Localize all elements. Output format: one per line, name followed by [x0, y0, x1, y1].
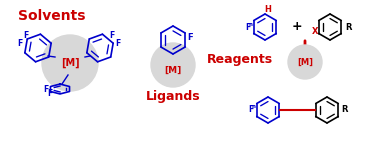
Text: F: F [43, 86, 49, 95]
Text: [M]: [M] [297, 58, 313, 67]
Text: X: X [312, 27, 318, 36]
Circle shape [288, 45, 322, 79]
Text: F: F [248, 106, 254, 115]
Text: F: F [115, 39, 121, 48]
Text: F: F [23, 31, 29, 40]
Text: R: R [342, 106, 348, 115]
Circle shape [151, 43, 195, 87]
Text: F: F [109, 31, 115, 40]
Text: n: n [248, 21, 252, 27]
Text: Reagents: Reagents [207, 54, 273, 67]
Text: F: F [47, 89, 53, 98]
Text: +: + [292, 20, 302, 33]
Text: Solvents: Solvents [18, 9, 86, 23]
Text: F: F [17, 39, 23, 48]
Text: F: F [187, 32, 193, 41]
Text: [M]: [M] [164, 66, 181, 75]
Text: R: R [345, 22, 351, 31]
Circle shape [42, 35, 98, 91]
Text: Ligands: Ligands [146, 90, 200, 103]
Text: n: n [251, 105, 255, 109]
Text: H: H [265, 6, 271, 14]
Text: F: F [245, 22, 251, 31]
Text: [M]: [M] [61, 58, 79, 68]
